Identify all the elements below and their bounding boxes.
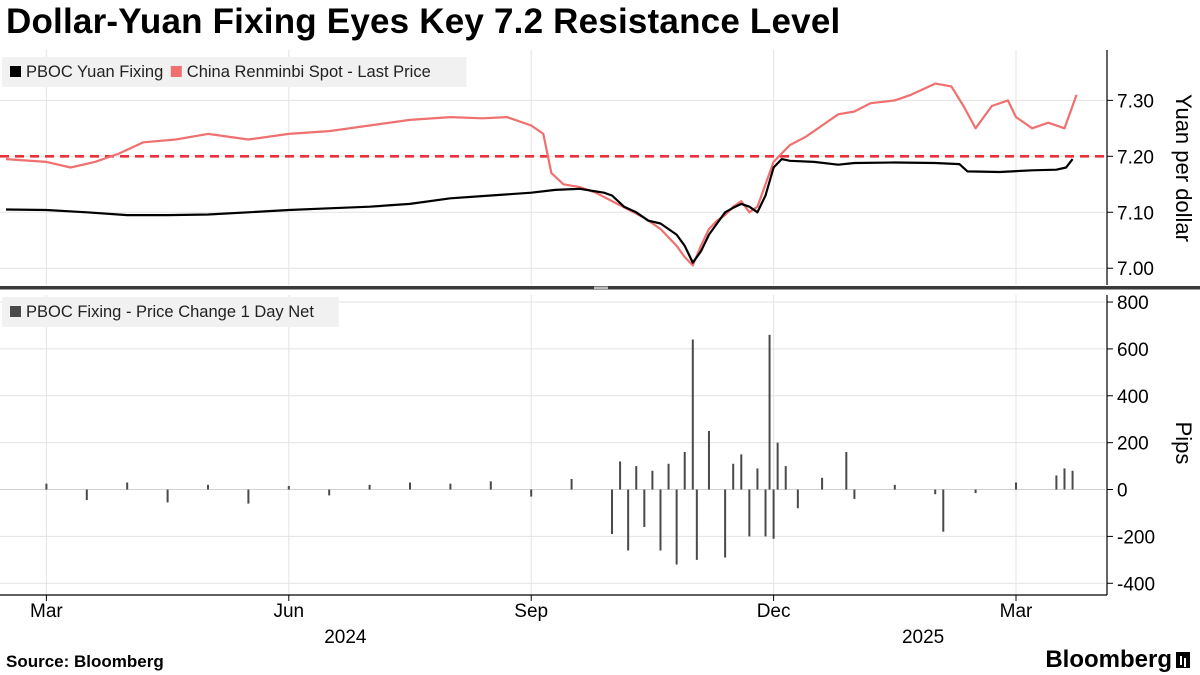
ytick-label-top-1: 7.10: [1117, 203, 1154, 224]
bar-28: [732, 463, 735, 490]
bar-23: [683, 452, 686, 490]
bar-35: [776, 442, 779, 490]
bar-1: [85, 489, 88, 501]
year-label-1: 2025: [902, 627, 944, 648]
ytick-label-bottom-3: 200: [1117, 434, 1149, 455]
legend-bottom-label-0: PBOC Fixing - Price Change 1 Day Net: [26, 303, 314, 321]
bar-16: [627, 489, 630, 551]
ytick-label-bottom-1: 600: [1117, 340, 1149, 361]
y-axis-title-top: Yuan per dollar: [1171, 94, 1196, 242]
spot-line: [5, 82, 1078, 267]
bar-17: [635, 466, 638, 490]
bar-9: [409, 482, 411, 490]
bar-29: [740, 454, 743, 490]
legend-top-bg: [2, 57, 467, 87]
bar-33: [768, 334, 771, 490]
y-axis-title-bottom: Pips: [1171, 422, 1196, 465]
ytick-label-bottom-5: -200: [1117, 527, 1155, 548]
legend-bottom-bg: [2, 297, 339, 327]
bar-14: [611, 489, 613, 535]
bar-8: [368, 484, 371, 490]
xtick-label-2: Sep: [514, 601, 548, 622]
brand-terminal-icon: [1176, 652, 1190, 668]
bar-36: [784, 466, 787, 490]
bar-27: [724, 489, 727, 558]
bar-18: [643, 489, 646, 528]
ytick-label-bottom-6: -400: [1117, 574, 1155, 595]
ytick-label-top-3: 7.30: [1117, 91, 1154, 112]
bar-6: [287, 486, 290, 490]
legend-bottom-swatch-0: [10, 306, 21, 317]
legends: PBOC Yuan Fixing China Renminbi Spot - La…: [2, 57, 467, 327]
bar-12: [530, 489, 533, 497]
bar-10: [449, 483, 452, 490]
legend-top-swatch-0: [10, 66, 21, 77]
bar-31: [756, 468, 759, 490]
ytick-label-top-0: 7.00: [1117, 259, 1154, 280]
legend-top: PBOC Yuan Fixing China Renminbi Spot - La…: [2, 57, 467, 87]
brand-text: Bloomberg: [1045, 646, 1172, 673]
legend-top-swatch-1: [170, 66, 182, 77]
fixing-line: [5, 158, 1074, 264]
line-series: [0, 82, 1105, 267]
bar-5: [247, 489, 250, 504]
bar-37: [796, 489, 799, 509]
bar-32: [764, 489, 767, 537]
xtick-label-3: Dec: [757, 601, 791, 622]
xtick-label-0: Mar: [30, 601, 63, 622]
bar-7: [328, 489, 331, 496]
bar-20: [659, 489, 662, 551]
source-note: Source: Bloomberg: [6, 652, 164, 671]
bar-38: [821, 477, 824, 490]
bar-43: [942, 489, 945, 532]
ytick-label-bottom-2: 400: [1117, 387, 1149, 408]
bar-40: [853, 489, 856, 499]
xtick-label-1: Jun: [273, 601, 304, 622]
bar-41: [893, 484, 896, 490]
bar-26: [707, 430, 710, 490]
bar-30: [748, 489, 751, 537]
xtick-label-4: Mar: [1000, 601, 1033, 622]
bar-48: [1071, 470, 1074, 490]
legend-bottom: PBOC Fixing - Price Change 1 Day Net: [2, 297, 339, 327]
panel-divider-handle: [594, 286, 608, 289]
ytick-label-bottom-4: 0: [1117, 481, 1128, 502]
bar-19: [651, 470, 654, 490]
bar-22: [675, 489, 678, 565]
bar-39: [845, 452, 848, 490]
bar-34: [772, 489, 775, 539]
bar-0: [45, 483, 48, 490]
chart-title: Dollar-Yuan Fixing Eyes Key 7.2 Resistan…: [6, 2, 841, 41]
legend-top-label-1: China Renminbi Spot - Last Price: [187, 63, 431, 81]
bar-44: [974, 489, 977, 494]
bar-45: [1015, 482, 1017, 490]
bar-21: [667, 463, 670, 490]
legend-top-label-0: PBOC Yuan Fixing: [26, 63, 163, 81]
bar-13: [570, 478, 573, 490]
bar-series: [0, 334, 1105, 565]
bar-11: [489, 481, 492, 490]
bar-24: [691, 339, 694, 490]
bar-3: [166, 489, 169, 503]
bar-4: [207, 484, 209, 490]
axes: 7.00 7.10 7.20 7.30 800 600 400 200 0 -200 -400 Yua…: [0, 50, 1200, 648]
year-label-0: 2024: [324, 627, 367, 648]
brand-logo: Bloomberg: [1045, 646, 1190, 674]
bar-15: [619, 461, 622, 490]
bar-25: [695, 489, 698, 560]
ytick-label-top-2: 7.20: [1117, 147, 1154, 168]
bar-42: [934, 489, 937, 495]
bar-2: [126, 482, 129, 490]
bar-46: [1055, 475, 1058, 490]
bar-47: [1063, 468, 1066, 490]
ytick-label-bottom-0: 800: [1117, 293, 1149, 314]
